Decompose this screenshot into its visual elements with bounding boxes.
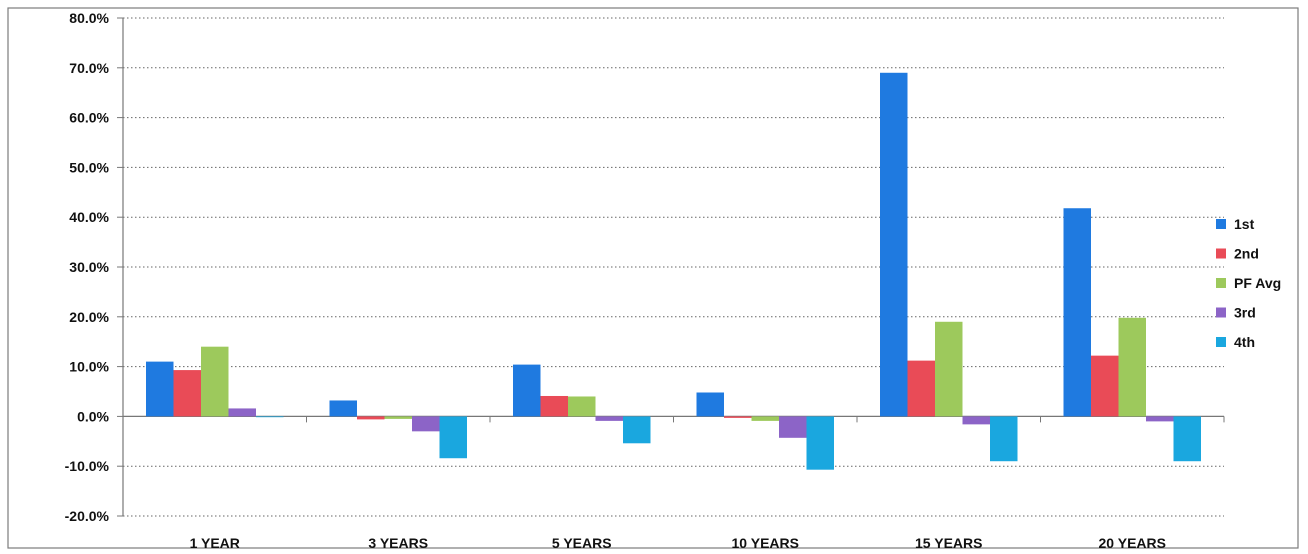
y-tick-label: 70.0% — [69, 60, 109, 76]
bar-pf-avg-5-years — [568, 396, 596, 417]
bar-4th-20-years — [1173, 416, 1201, 462]
x-category-label: 20 YEARS — [1099, 535, 1166, 551]
legend-label-pf-avg: PF Avg — [1234, 275, 1281, 291]
bar-1st-5-years — [513, 364, 541, 417]
y-tick-label: 60.0% — [69, 110, 109, 126]
y-tick-label: 20.0% — [69, 309, 109, 325]
y-tick-label: 30.0% — [69, 259, 109, 275]
bar-1st-3-years — [329, 400, 357, 417]
legend-swatch-3rd — [1216, 307, 1226, 318]
bar-1st-10-years — [696, 392, 724, 417]
bar-2nd-10-years — [724, 416, 752, 418]
x-category-label: 10 YEARS — [732, 535, 799, 551]
bar-4th-10-years — [806, 416, 834, 470]
axis-layer — [117, 17, 1225, 517]
bar-pf-avg-15-years — [935, 321, 963, 417]
bar-pf-avg-20-years — [1118, 317, 1146, 417]
legend-label-4th: 4th — [1234, 334, 1255, 350]
bar-3rd-3-years — [412, 416, 440, 432]
legend-label-1st: 1st — [1234, 216, 1255, 232]
bar-3rd-15-years — [962, 416, 990, 425]
chart-frame — [7, 7, 1299, 549]
legend-label-3rd: 3rd — [1234, 305, 1256, 321]
bar-2nd-5-years — [540, 395, 568, 417]
x-category-label: 3 YEARS — [368, 535, 428, 551]
legend: 1st 2nd PF Avg 3rd 4th — [1216, 216, 1281, 350]
legend-swatch-pf-avg — [1216, 278, 1226, 288]
bar-1st-20-years — [1063, 208, 1091, 417]
bar-4th-3-years — [439, 416, 467, 459]
legend-swatch-4th — [1216, 337, 1226, 347]
bar-pf-avg-10-years — [751, 416, 779, 421]
bar-1st-1-year — [146, 361, 174, 417]
x-category-label: 1 YEAR — [190, 535, 240, 551]
bar-3rd-10-years — [779, 416, 807, 438]
bar-2nd-20-years — [1091, 355, 1119, 417]
bar-1st-15-years — [880, 72, 908, 417]
y-tick-label: -20.0% — [65, 508, 110, 524]
bar-layer — [146, 72, 1201, 470]
legend-swatch-2nd — [1216, 248, 1226, 259]
bar-3rd-5-years — [595, 416, 623, 421]
y-tick-label: 50.0% — [69, 159, 109, 175]
label-layer: 80.0% 70.0% 60.0% 50.0% 40.0% 30.0% 20.0% 10.0%… — [65, 10, 1166, 551]
bar-3rd-20-years — [1146, 416, 1174, 422]
y-tick-label: 10.0% — [69, 359, 109, 375]
grid-layer — [123, 17, 1224, 517]
bar-pf-avg-1-year — [201, 346, 229, 417]
bar-2nd-3-years — [357, 416, 385, 420]
bar-4th-15-years — [990, 416, 1018, 462]
y-tick-label: 80.0% — [69, 10, 109, 26]
legend-label-2nd: 2nd — [1234, 246, 1259, 262]
bar-2nd-1-year — [173, 370, 201, 417]
bar-3rd-1-year — [228, 408, 256, 417]
bar-4th-5-years — [623, 416, 651, 444]
y-tick-label: -10.0% — [65, 458, 110, 474]
x-category-label: 5 YEARS — [552, 535, 612, 551]
x-category-label: 15 YEARS — [915, 535, 982, 551]
legend-swatch-1st — [1216, 219, 1226, 229]
y-tick-label: 40.0% — [69, 209, 109, 225]
bar-4th-1-year — [256, 416, 284, 418]
y-tick-label: 0.0% — [77, 408, 109, 424]
bar-pf-avg-3-years — [384, 416, 412, 419]
bar-2nd-15-years — [907, 360, 935, 417]
